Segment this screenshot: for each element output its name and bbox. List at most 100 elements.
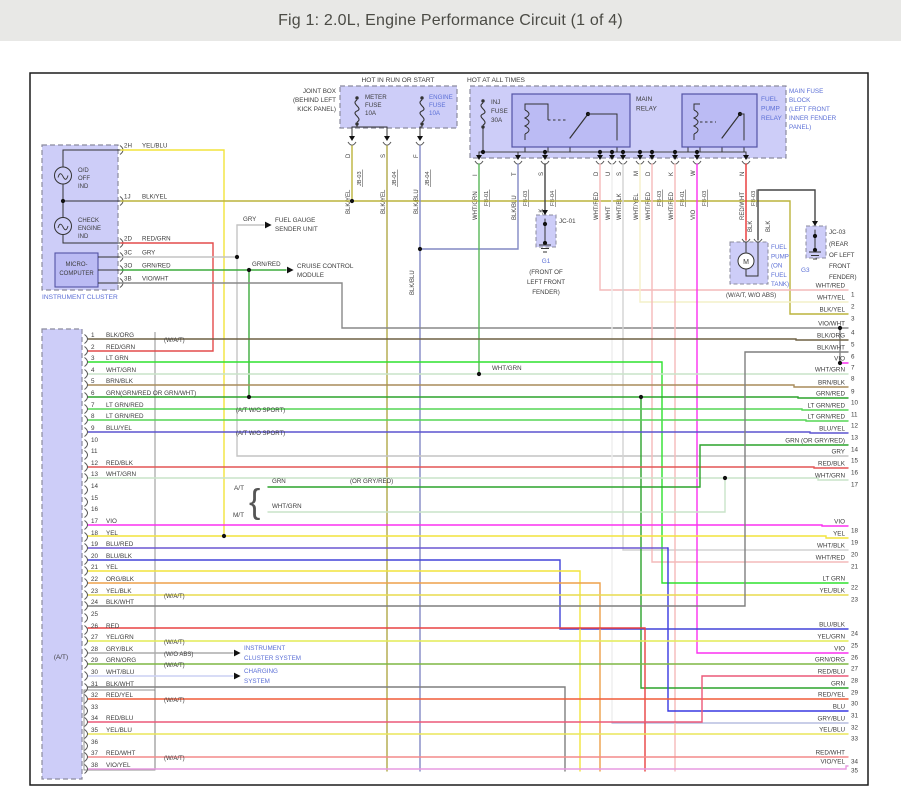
svg-text:37: 37: [91, 750, 99, 757]
svg-text:7: 7: [91, 402, 95, 409]
svg-text:ENGINE: ENGINE: [78, 226, 101, 232]
svg-text:LT GRN/RED: LT GRN/RED: [106, 402, 144, 409]
svg-text:15: 15: [91, 495, 99, 502]
svg-text:BLU/RED: BLU/RED: [106, 541, 134, 548]
svg-text:13: 13: [91, 471, 99, 478]
svg-text:GRN/ORG: GRN/ORG: [106, 657, 136, 664]
svg-text:FUEL GAUGE: FUEL GAUGE: [275, 217, 315, 224]
svg-text:YEL/BLK: YEL/BLK: [106, 588, 132, 595]
svg-text:OF LEFT: OF LEFT: [829, 252, 855, 259]
svg-text:LEFT FRONT: LEFT FRONT: [527, 279, 565, 286]
svg-text:LT GRN/RED: LT GRN/RED: [807, 414, 845, 421]
svg-text:TANK): TANK): [771, 281, 789, 288]
svg-text:FENDER): FENDER): [829, 274, 857, 281]
svg-text:JC-03: JC-03: [829, 229, 846, 236]
svg-text:BLU/YEL: BLU/YEL: [819, 426, 845, 433]
svg-text:INSTRUMENT CLUSTER: INSTRUMENT CLUSTER: [42, 294, 118, 301]
svg-text:RED/YEL: RED/YEL: [818, 692, 845, 699]
svg-text:RED/BLU: RED/BLU: [818, 669, 846, 676]
wires: [87, 145, 849, 772]
svg-text:22: 22: [91, 576, 99, 583]
svg-text:WHT/GRN: WHT/GRN: [473, 191, 479, 220]
svg-text:35: 35: [91, 727, 99, 734]
svg-text:29: 29: [851, 690, 859, 697]
svg-text:6: 6: [851, 354, 855, 361]
svg-text:10A: 10A: [429, 110, 441, 117]
svg-text:23: 23: [851, 597, 859, 604]
svg-text:(W/A/T, W/O ABS): (W/A/T, W/O ABS): [726, 292, 776, 299]
svg-text:WHT/RED: WHT/RED: [594, 191, 600, 220]
ground-jc01: JC-01 G1 (FRONT OF LEFT FRONT FENDER): [527, 210, 576, 296]
svg-text:24: 24: [91, 599, 99, 606]
svg-text:F: F: [414, 154, 420, 158]
svg-text:33: 33: [91, 704, 99, 711]
svg-text:SYSTEM: SYSTEM: [244, 678, 270, 685]
svg-text:GRN: GRN: [831, 681, 845, 688]
svg-text:M: M: [743, 259, 749, 266]
svg-text:VIO/WHT: VIO/WHT: [142, 276, 169, 283]
svg-text:IND: IND: [78, 184, 89, 190]
svg-text:WHT/RED: WHT/RED: [669, 191, 675, 220]
svg-text:BLK/BLU: BLK/BLU: [410, 270, 416, 295]
svg-text:4: 4: [851, 330, 855, 337]
svg-text:FUSE: FUSE: [429, 102, 446, 109]
svg-text:17: 17: [851, 482, 859, 489]
svg-text:WHT/YEL: WHT/YEL: [634, 193, 640, 220]
diagram-panel: [29, 72, 869, 786]
svg-text:10A: 10A: [365, 110, 377, 117]
svg-text:(W/O ABS): (W/O ABS): [164, 652, 193, 658]
svg-text:HOT IN RUN OR START: HOT IN RUN OR START: [362, 77, 435, 84]
svg-text:G3: G3: [801, 267, 810, 274]
svg-text:BLK/WHT: BLK/WHT: [106, 681, 134, 688]
svg-text:JB-03: JB-03: [357, 171, 363, 186]
svg-text:CRUISE CONTROL: CRUISE CONTROL: [297, 263, 354, 270]
svg-text:21: 21: [91, 564, 99, 571]
svg-text:JB-04: JB-04: [392, 171, 398, 186]
svg-text:CHARGING: CHARGING: [244, 668, 278, 675]
svg-text:BLOCK: BLOCK: [789, 97, 811, 104]
svg-text:ENGINE: ENGINE: [429, 94, 453, 101]
svg-text:2H: 2H: [124, 143, 132, 150]
svg-text:18: 18: [91, 530, 99, 537]
svg-text:(BEHIND LEFT: (BEHIND LEFT: [293, 97, 336, 104]
svg-text:RED/WHT: RED/WHT: [106, 750, 136, 757]
svg-text:FENDER): FENDER): [532, 289, 560, 296]
svg-text:FUEL: FUEL: [771, 244, 787, 251]
svg-text:VIO: VIO: [834, 519, 845, 526]
svg-text:YEL/BLU: YEL/BLU: [819, 727, 845, 734]
svg-text:LT GRN/RED: LT GRN/RED: [106, 413, 144, 420]
svg-text:RED/BLK: RED/BLK: [106, 460, 134, 467]
svg-text:M/T: M/T: [233, 512, 244, 519]
svg-text:14: 14: [851, 447, 859, 454]
svg-text:RED/YEL: RED/YEL: [106, 692, 133, 699]
svg-text:(A/T W/O SPORT): (A/T W/O SPORT): [236, 408, 285, 414]
svg-text:20: 20: [91, 553, 99, 560]
svg-text:25: 25: [91, 611, 99, 618]
svg-text:(OR GRY/RED): (OR GRY/RED): [350, 478, 393, 485]
svg-text:30: 30: [91, 669, 99, 676]
svg-text:33: 33: [851, 736, 859, 743]
svg-text:RED: RED: [106, 623, 120, 630]
svg-text:S: S: [617, 172, 623, 176]
svg-text:GRN(GRN/RED OR GRN/WHT): GRN(GRN/RED OR GRN/WHT): [106, 390, 196, 397]
svg-text:31: 31: [91, 681, 99, 688]
svg-text:GRY: GRY: [243, 216, 256, 223]
svg-text:26: 26: [851, 655, 859, 662]
svg-text:VIO: VIO: [106, 518, 117, 525]
svg-text:ORG/BLK: ORG/BLK: [106, 576, 135, 583]
svg-text:FB-04: FB-04: [550, 191, 556, 206]
svg-text:YEL: YEL: [106, 530, 118, 537]
svg-text:WHT/BLK: WHT/BLK: [617, 193, 623, 220]
svg-text:JC-01: JC-01: [559, 218, 576, 225]
svg-text:D: D: [594, 171, 600, 176]
svg-text:FB-01: FB-01: [484, 191, 490, 206]
svg-text:27: 27: [851, 666, 859, 673]
svg-text:BLU: BLU: [833, 704, 846, 711]
branch-targets: GRY FUEL GAUGE SENDER UNIT GRN/RED CRUISE CO…: [243, 216, 354, 685]
svg-text:GRN: GRN: [272, 478, 286, 485]
svg-text:FUEL: FUEL: [761, 96, 778, 103]
svg-text:GRN (OR GRY/RED): GRN (OR GRY/RED): [785, 438, 845, 445]
svg-text:BLK/YEL: BLK/YEL: [819, 307, 845, 314]
svg-text:BLU/BLK: BLU/BLK: [106, 553, 133, 560]
